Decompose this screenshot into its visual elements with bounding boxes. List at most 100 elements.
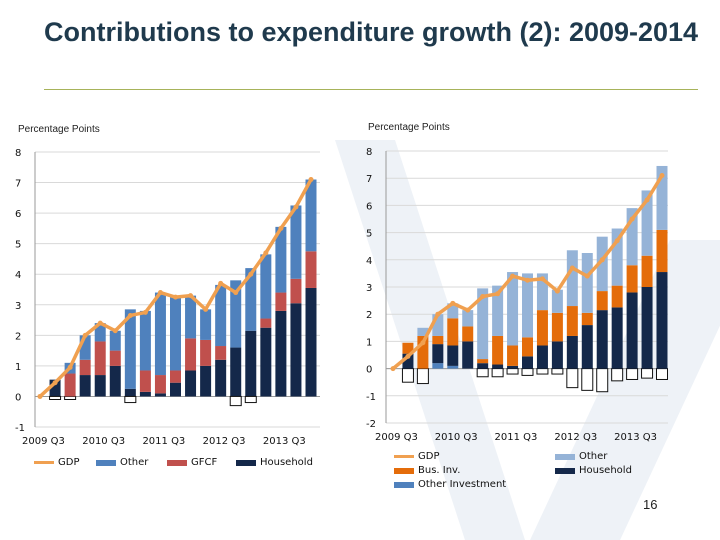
x-tick-label: 2011 Q3 (495, 432, 538, 443)
bar-household (551, 341, 563, 369)
bar-household (94, 375, 106, 397)
bar-household (260, 327, 272, 397)
bar-household (185, 370, 197, 397)
bar-household (49, 379, 61, 397)
point-gdp (435, 311, 441, 317)
legend-label: Bus. Inv. (418, 465, 461, 476)
y-tick-label: 4 (366, 256, 372, 267)
point-gdp (599, 257, 605, 263)
bar-household (566, 335, 578, 369)
bar-other (611, 228, 623, 286)
point-gdp (465, 307, 471, 313)
x-tick-label: 2012 Q3 (203, 436, 246, 447)
point-gdp (173, 294, 178, 300)
bar-other (536, 273, 548, 311)
point-gdp (218, 280, 224, 286)
bar-bus-inv- (402, 342, 414, 354)
legend-label: Household (579, 465, 632, 476)
bar-other-investment-negative (416, 368, 429, 385)
bar-other (170, 297, 181, 371)
bar-bus-inv- (626, 265, 638, 293)
bar-gfcf (79, 359, 91, 376)
bar-gfcf-negative (229, 395, 242, 407)
point-gdp (157, 290, 163, 296)
y-tick-label: 8 (366, 147, 372, 158)
legend-label: GDP (418, 451, 440, 462)
bar-household (79, 375, 91, 397)
x-tick-label: 2012 Q3 (554, 432, 597, 443)
y-tick-label: 6 (15, 209, 21, 220)
bar-household (275, 310, 287, 397)
y-tick-label: -2 (366, 419, 376, 430)
point-gdp (569, 265, 575, 271)
title-divider (44, 89, 698, 90)
legend-swatch-line (394, 455, 414, 458)
bar-gfcf (185, 338, 197, 371)
bar-gfcf (215, 346, 227, 360)
y-tick-label: 5 (15, 240, 21, 251)
legend-label: Other Investment (418, 479, 507, 490)
x-tick-label: 2011 Q3 (142, 436, 185, 447)
bar-household (596, 310, 608, 369)
legend-swatch (394, 481, 414, 488)
bar-bus-inv- (566, 306, 578, 336)
bar-other-investment-negative (551, 368, 564, 375)
point-gdp (390, 366, 396, 372)
bar-other (185, 295, 197, 339)
x-tick-label: 2009 Q3 (22, 436, 65, 447)
bar-household (522, 356, 533, 369)
legend-swatch-line (34, 461, 54, 464)
bar-other (230, 280, 242, 348)
bar-other (417, 327, 429, 336)
bar-other (447, 303, 459, 319)
bar-other-investment-negative (536, 368, 549, 375)
bar-other (275, 226, 287, 293)
bar-other (154, 292, 166, 376)
bar-other-investment-negative (656, 368, 668, 380)
bar-household (656, 272, 668, 369)
point-gdp (248, 271, 254, 277)
legend-label: GFCF (191, 457, 218, 468)
y-tick-label: 4 (15, 270, 21, 281)
y-tick-label: 3 (15, 301, 21, 312)
bar-other-investment (432, 363, 444, 369)
y-tick-label: 8 (15, 148, 21, 159)
point-gdp (644, 197, 650, 203)
bar-household (290, 303, 302, 397)
bar-other-investment-negative (506, 368, 519, 375)
bar-household (154, 393, 166, 397)
bar-household (462, 341, 474, 369)
bar-other-investment (447, 365, 459, 369)
bar-other (596, 236, 608, 292)
legend-swatch (555, 467, 575, 474)
bar-gfcf (170, 370, 181, 383)
legend-household: Household (555, 465, 632, 476)
bar-other-investment-negative (401, 368, 414, 383)
bar-household-negative (64, 395, 77, 401)
legend-swatch (236, 459, 256, 466)
bar-other (641, 190, 653, 256)
y-tick-label: 2 (366, 310, 372, 321)
bar-gfcf-negative (49, 395, 62, 401)
point-gdp (233, 290, 239, 296)
left-y-axis-label: Percentage Points (18, 124, 100, 135)
bar-bus-inv- (611, 285, 623, 308)
bar-bus-inv- (641, 255, 653, 287)
bar-gfcf (94, 341, 106, 376)
point-gdp (263, 250, 269, 256)
bar-other (492, 285, 504, 336)
bar-gfcf (260, 318, 272, 328)
legend-label: Other (579, 451, 608, 462)
bar-other (432, 314, 444, 336)
point-gdp (37, 393, 43, 399)
bar-other-investment-negative (626, 368, 639, 380)
bar-gfcf-negative (124, 395, 137, 404)
point-gdp (52, 380, 58, 386)
x-tick-label: 2010 Q3 (435, 432, 478, 443)
y-tick-label: 2 (15, 331, 21, 342)
bar-household (536, 345, 548, 369)
point-gdp (495, 291, 501, 297)
right-y-axis-label: Percentage Points (368, 122, 450, 133)
point-gdp (405, 353, 411, 359)
